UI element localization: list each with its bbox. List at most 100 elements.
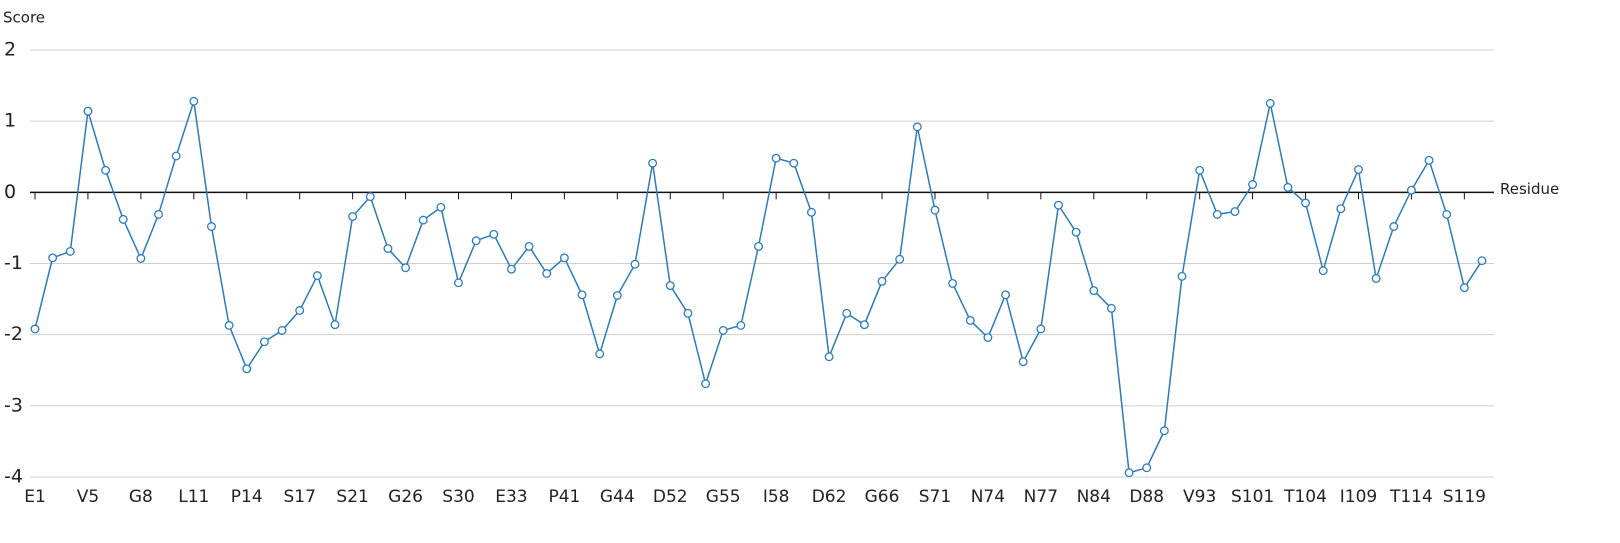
y-tick-label: -1 [4,252,23,274]
point [524,241,534,251]
point [1371,273,1381,283]
point [859,320,869,330]
point [83,106,93,116]
x-tick-label: P14 [231,487,263,507]
point [1159,426,1169,436]
point [259,337,269,347]
x-tick-label: I58 [763,487,790,507]
point [295,306,305,315]
line [34,101,1483,474]
point [171,151,181,161]
point [683,308,693,318]
point [630,259,640,269]
point [242,364,252,374]
point [1318,266,1328,276]
point [1054,200,1063,210]
point [312,271,322,281]
point [1124,468,1134,478]
point [1230,207,1240,216]
point [1195,165,1205,175]
point [1018,357,1028,367]
x-tick-label: D88 [1129,487,1164,507]
x-axis-label: Residue [1500,180,1559,198]
point [1089,286,1099,295]
point [101,165,111,175]
point [701,379,711,389]
point [277,325,287,335]
x-tick-label: G26 [388,487,423,507]
y-axis-label: Score [3,9,45,27]
point [789,158,799,168]
point [665,281,675,291]
point [771,153,781,163]
point [348,212,358,221]
point [507,264,516,274]
point [136,254,146,263]
point [806,207,816,217]
point [118,214,128,224]
x-tick-label: V5 [77,487,99,507]
y-tick-label: 1 [4,110,16,132]
y-tick-label: -2 [4,323,23,345]
point [224,320,234,330]
point [1142,463,1152,473]
point [1389,222,1399,231]
point [330,320,340,330]
x-tick-label: L11 [178,487,209,507]
point [1442,209,1452,219]
point [930,205,940,215]
point [383,244,393,254]
x-tick-label: I109 [1340,487,1377,507]
point [612,291,622,300]
x-tick-label: T104 [1283,487,1327,507]
point [365,192,375,202]
point [1336,204,1346,214]
point [65,246,75,256]
x-tick-label: T114 [1389,487,1433,507]
point [30,324,40,334]
point [1265,98,1275,108]
point [577,290,587,300]
point [877,276,887,286]
x-tick-label: G55 [706,487,741,507]
y-tick-label: 2 [4,39,16,61]
x-tick-label: G44 [600,487,635,507]
point [842,308,852,318]
x-tick-label: D52 [653,487,688,507]
x-tick-label: S30 [442,487,474,507]
point [207,222,216,231]
x-tick-label: E1 [24,487,46,507]
point [1248,180,1258,189]
point [736,320,746,330]
point [1071,227,1081,237]
point [1177,271,1187,281]
x-tick-label: P41 [548,487,580,507]
point [1424,155,1434,165]
y-tick-label: -4 [4,466,23,488]
x-tick-label: N84 [1077,487,1111,507]
x-tick-label: E33 [495,487,527,507]
x-tick-label: N74 [971,487,1005,507]
point [595,349,605,359]
point [48,253,58,263]
x-tick-label: S71 [919,487,951,507]
point [948,278,958,288]
point [436,202,446,212]
point [1406,185,1416,195]
y-tick-label: 0 [4,181,16,203]
point [559,253,569,263]
point [895,254,905,264]
point [189,96,199,106]
point [1106,303,1116,313]
point [1477,256,1487,266]
point [912,122,922,132]
x-tick-label: S17 [283,487,315,507]
y-tick-label: -3 [4,394,23,416]
x-tick-label: S119 [1443,487,1486,507]
point [1212,209,1222,219]
point [542,269,552,278]
point [1301,198,1310,208]
point [1354,165,1363,175]
